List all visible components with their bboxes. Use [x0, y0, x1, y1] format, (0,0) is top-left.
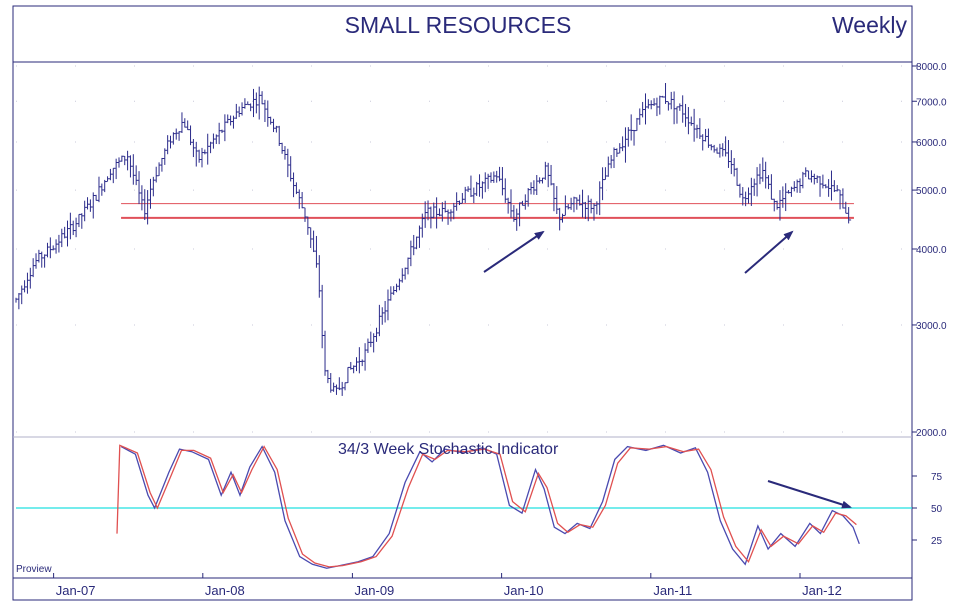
- price-tick-label: 5000.0: [916, 186, 947, 197]
- chart-title: SMALL RESOURCES: [344, 12, 572, 38]
- stoch-tick-label: 50: [931, 504, 943, 515]
- date-tick-label: Jan-12: [802, 583, 842, 598]
- date-tick-label: Jan-07: [56, 583, 96, 598]
- stochastic-title: 34/3 Week Stochastic Indicator: [338, 441, 559, 458]
- date-tick-label: Jan-10: [504, 583, 544, 598]
- price-tick-label: 3000.0: [916, 321, 947, 332]
- price-tick-label: 7000.0: [916, 97, 947, 108]
- outer-border: [12, 5, 913, 601]
- date-tick-label: Jan-08: [205, 583, 245, 598]
- date-tick-label: Jan-11: [653, 583, 692, 598]
- period-label: Weekly: [832, 12, 907, 38]
- date-axis: Jan-07 Jan-08 Jan-09 Jan-10 Jan-11 Jan-12: [53, 573, 842, 598]
- price-axis: 8000.0 7000.0 6000.0 5000.0 4000.0 3000.0 2000…: [912, 62, 947, 439]
- stochastic-lines: [16, 444, 912, 569]
- chart-frame: [12, 5, 913, 601]
- annotation-arrow: [767, 480, 852, 509]
- price-tick-label: 4000.0: [916, 245, 947, 256]
- stochastic-axis: 75 50 25: [912, 472, 943, 547]
- price-tick-label: 6000.0: [916, 138, 947, 149]
- annotation-arrows: [483, 230, 852, 509]
- stoch-tick-label: 25: [931, 536, 943, 547]
- price-bars: [15, 83, 852, 396]
- watermark: Proview: [16, 564, 52, 575]
- annotation-arrow: [483, 230, 545, 273]
- price-grid: [16, 65, 912, 433]
- date-tick-label: Jan-09: [355, 583, 395, 598]
- price-tick-label: 8000.0: [916, 62, 947, 73]
- stoch-tick-label: 75: [931, 472, 943, 483]
- stochastic-series-d: [116, 444, 857, 568]
- stochastic-series-k: [120, 444, 860, 569]
- price-tick-label: 2000.0: [916, 428, 947, 439]
- annotation-arrow: [744, 230, 794, 274]
- support-lines: [121, 203, 854, 219]
